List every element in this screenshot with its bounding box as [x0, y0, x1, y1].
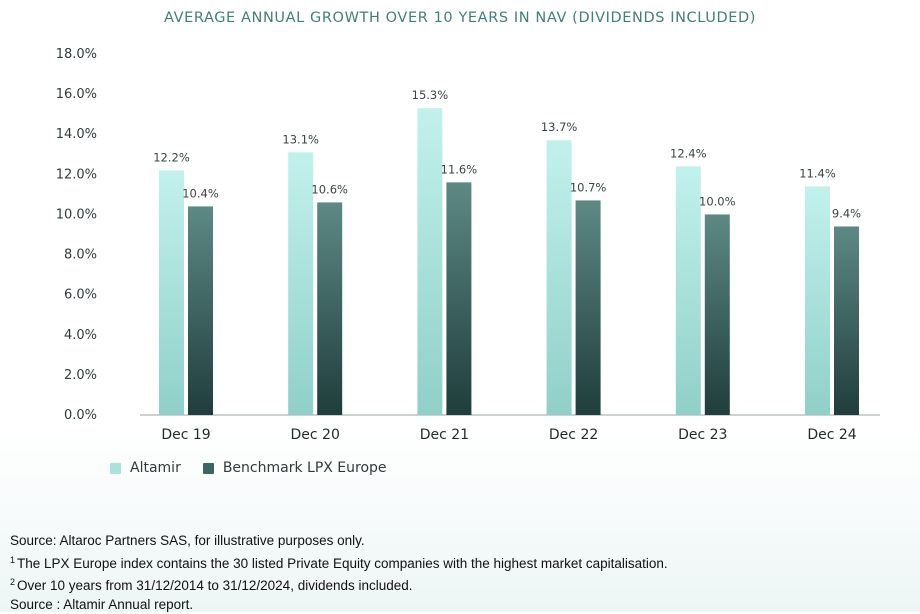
- y-tick-label: 16.0%: [56, 87, 97, 102]
- data-label-benchmark: 10.6%: [311, 182, 348, 196]
- footer-source-line: Source: Altaroc Partners SAS, for illust…: [10, 532, 910, 551]
- bar-benchmark: [446, 182, 471, 415]
- bar-altamir: [547, 140, 572, 415]
- x-tick-label: Dec 20: [291, 427, 340, 443]
- data-label-benchmark: 11.6%: [441, 162, 478, 176]
- y-axis: 0.0% 2.0% 4.0% 6.0% 8.0% 10.0% 12.0% 14.0% 16.0%…: [56, 47, 97, 423]
- legend-label-altamir: Altamir: [130, 460, 181, 476]
- y-tick-label: 18.0%: [56, 47, 97, 62]
- bar-altamir: [805, 186, 830, 415]
- data-label-altamir: 11.4%: [799, 166, 836, 180]
- x-tick-label: Dec 22: [549, 427, 598, 443]
- data-label-benchmark: 10.7%: [570, 180, 607, 194]
- y-tick-label: 14.0%: [56, 127, 97, 142]
- y-tick-label: 4.0%: [64, 328, 97, 343]
- x-axis: Dec 19 Dec 20 Dec 21 Dec 22 Dec 23 Dec 24: [161, 427, 856, 443]
- bar-benchmark: [834, 226, 859, 415]
- data-label-benchmark: 10.0%: [699, 194, 736, 208]
- x-tick-label: Dec 19: [161, 427, 210, 443]
- data-label-altamir: 13.1%: [282, 132, 319, 146]
- y-tick-label: 12.0%: [56, 167, 97, 182]
- bar-benchmark: [317, 202, 342, 415]
- legend-swatch-altamir: [110, 463, 121, 474]
- y-tick-label: 8.0%: [64, 248, 97, 263]
- x-tick-label: Dec 21: [420, 427, 469, 443]
- x-tick-label: Dec 24: [807, 427, 856, 443]
- data-label-altamir: 13.7%: [541, 120, 578, 134]
- bar-altamir: [159, 170, 184, 415]
- y-tick-label: 10.0%: [56, 207, 97, 222]
- data-label-altamir: 12.2%: [153, 150, 190, 164]
- bar-altamir: [417, 108, 442, 415]
- data-label-benchmark: 10.4%: [182, 186, 219, 200]
- bars-group: 12.2% 10.4% 13.1% 10.6% 15.3% 11.6% 13.7% 10.7%…: [153, 88, 861, 415]
- legend-item-altamir: Altamir: [110, 460, 181, 476]
- y-tick-label: 2.0%: [64, 368, 97, 383]
- footnote-1-marker: 1: [10, 555, 15, 565]
- legend: Altamir Benchmark LPX Europe: [110, 460, 409, 476]
- x-tick-label: Dec 23: [678, 427, 727, 443]
- y-tick-label: 0.0%: [64, 408, 97, 423]
- bar-benchmark: [705, 214, 730, 415]
- legend-label-benchmark: Benchmark LPX Europe: [223, 460, 387, 476]
- data-label-altamir: 12.4%: [670, 146, 707, 160]
- bar-benchmark: [576, 200, 601, 415]
- data-label-benchmark: 9.4%: [832, 206, 861, 220]
- footer-notes: Source: Altaroc Partners SAS, for illust…: [10, 532, 910, 614]
- legend-swatch-benchmark: [203, 463, 214, 474]
- footer-annual-report-line: Source : Altamir Annual report.: [10, 596, 910, 614]
- bar-altamir: [676, 166, 701, 415]
- footnote-1-text: The LPX Europe index contains the 30 lis…: [17, 556, 668, 571]
- bar-altamir: [288, 152, 313, 415]
- legend-item-benchmark: Benchmark LPX Europe: [203, 460, 387, 476]
- bar-benchmark: [188, 206, 213, 415]
- footnote-2-text: Over 10 years from 31/12/2014 to 31/12/2…: [17, 578, 413, 593]
- footnote-2-marker: 2: [10, 577, 15, 587]
- data-label-altamir: 15.3%: [412, 88, 449, 102]
- y-tick-label: 6.0%: [64, 288, 97, 303]
